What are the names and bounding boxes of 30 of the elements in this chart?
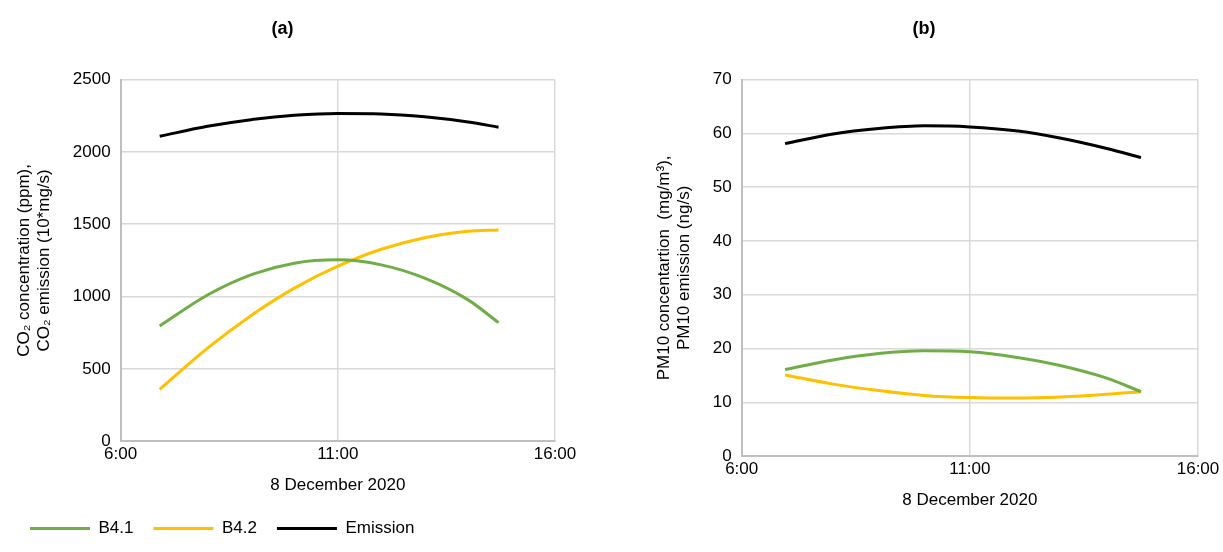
y-axis-title: CO₂ concentration (ppm), CO₂ emission (10*mg/s): [13, 164, 54, 357]
x-tick-label: 16:00: [533, 444, 577, 464]
line-series: [158, 111, 501, 138]
y-tick-label: 2500: [72, 69, 111, 89]
y-tick-label: 10: [712, 392, 732, 412]
y-tick-label: 30: [712, 284, 732, 304]
x-axis-title: 8 December 2020: [270, 475, 406, 495]
x-tick-label: 16:00: [1176, 459, 1220, 479]
y-tick-label: 50: [712, 176, 732, 196]
y-tick-label: 20: [712, 338, 732, 358]
line-series: [783, 349, 1143, 394]
y-tick-label: 500: [82, 358, 111, 378]
legend-label: Emission: [345, 518, 415, 538]
chart-title: (b): [912, 17, 936, 38]
line-series: [783, 124, 1143, 160]
y-tick-label: 2000: [72, 141, 111, 161]
y-tick-label: 1000: [72, 286, 111, 306]
legend-label: B4.1: [98, 518, 134, 538]
x-axis-title: 8 December 2020: [902, 490, 1038, 510]
y-tick-label: 60: [712, 123, 732, 143]
y-tick-label: 70: [712, 69, 732, 89]
y-tick-label: 1500: [72, 213, 111, 233]
line-series: [158, 258, 501, 328]
y-axis-title: PM10 concentartion (mg/m³), PM10 emission (ng/s): [653, 155, 694, 381]
x-tick-label: 11:00: [317, 444, 359, 464]
line-series: [158, 228, 501, 391]
x-tick-label: 11:00: [949, 459, 991, 479]
legend-label: B4.2: [221, 518, 257, 538]
chart-title: (a): [271, 17, 294, 38]
y-tick-label: 40: [712, 230, 732, 250]
